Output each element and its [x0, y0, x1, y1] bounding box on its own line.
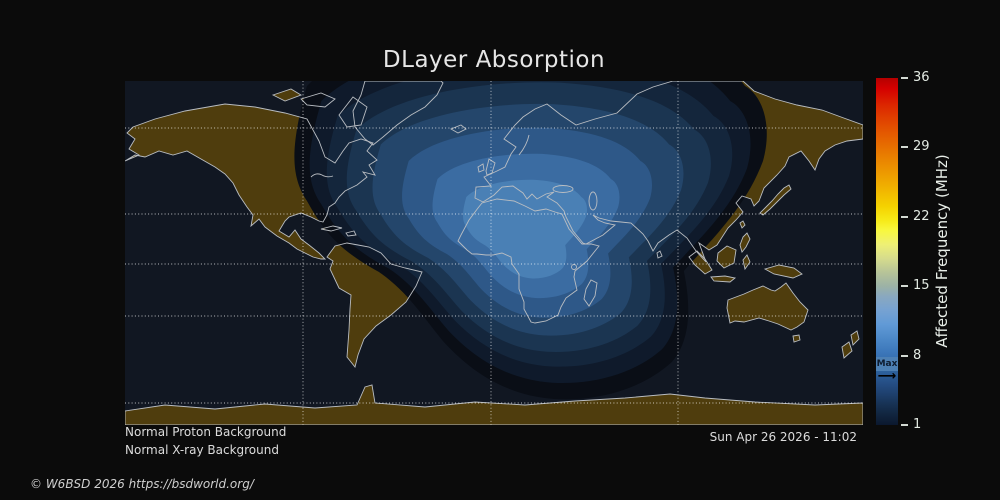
- page-title: DLayer Absorption: [382, 47, 606, 73]
- colorbar-tick-label: 36: [913, 70, 930, 85]
- xray-status-text: Normal X-ray Background: [125, 443, 279, 457]
- colorbar-tick-label: 29: [913, 139, 930, 155]
- colorbar-tick-label: 1: [913, 417, 922, 432]
- colorbar-tick-label: 15: [913, 278, 930, 294]
- colorbar-tick-label: 8: [913, 347, 922, 363]
- latitude-longitude-grid: [125, 81, 863, 425]
- colorbar: Max ⟶: [876, 78, 898, 425]
- colorbar-axis-label: Affected Frequency (MHz): [933, 154, 951, 348]
- colorbar-area: Max ⟶ 36 29 22 15 8 1 Affected Frequency (MHz…: [876, 70, 1000, 432]
- colorbar-tick-mark: [901, 354, 908, 357]
- colorbar-tick-mark: [901, 424, 908, 426]
- max-marker-arrow-icon: ⟶: [877, 369, 897, 385]
- proton-status-text: Normal Proton Background: [125, 425, 287, 439]
- colorbar-tick-label: 22: [913, 208, 930, 224]
- colorbar-max-marker: Max ⟶: [876, 357, 898, 385]
- colorbar-tick-mark: [901, 285, 908, 288]
- copyright-text: © W6BSD 2026 https://bsdworld.org/: [30, 477, 254, 491]
- colorbar-tick-mark: [901, 215, 908, 218]
- colorbar-tick-mark: [901, 77, 908, 79]
- background-status: Normal Proton Background Normal X-ray Ba…: [125, 423, 286, 459]
- world-map: [125, 81, 863, 425]
- lakes-and-seas: [310, 134, 598, 270]
- max-marker-label: Max: [876, 357, 898, 372]
- map-timestamp: Sun Apr 26 2026 - 11:02: [709, 430, 857, 444]
- colorbar-tick-mark: [901, 146, 908, 149]
